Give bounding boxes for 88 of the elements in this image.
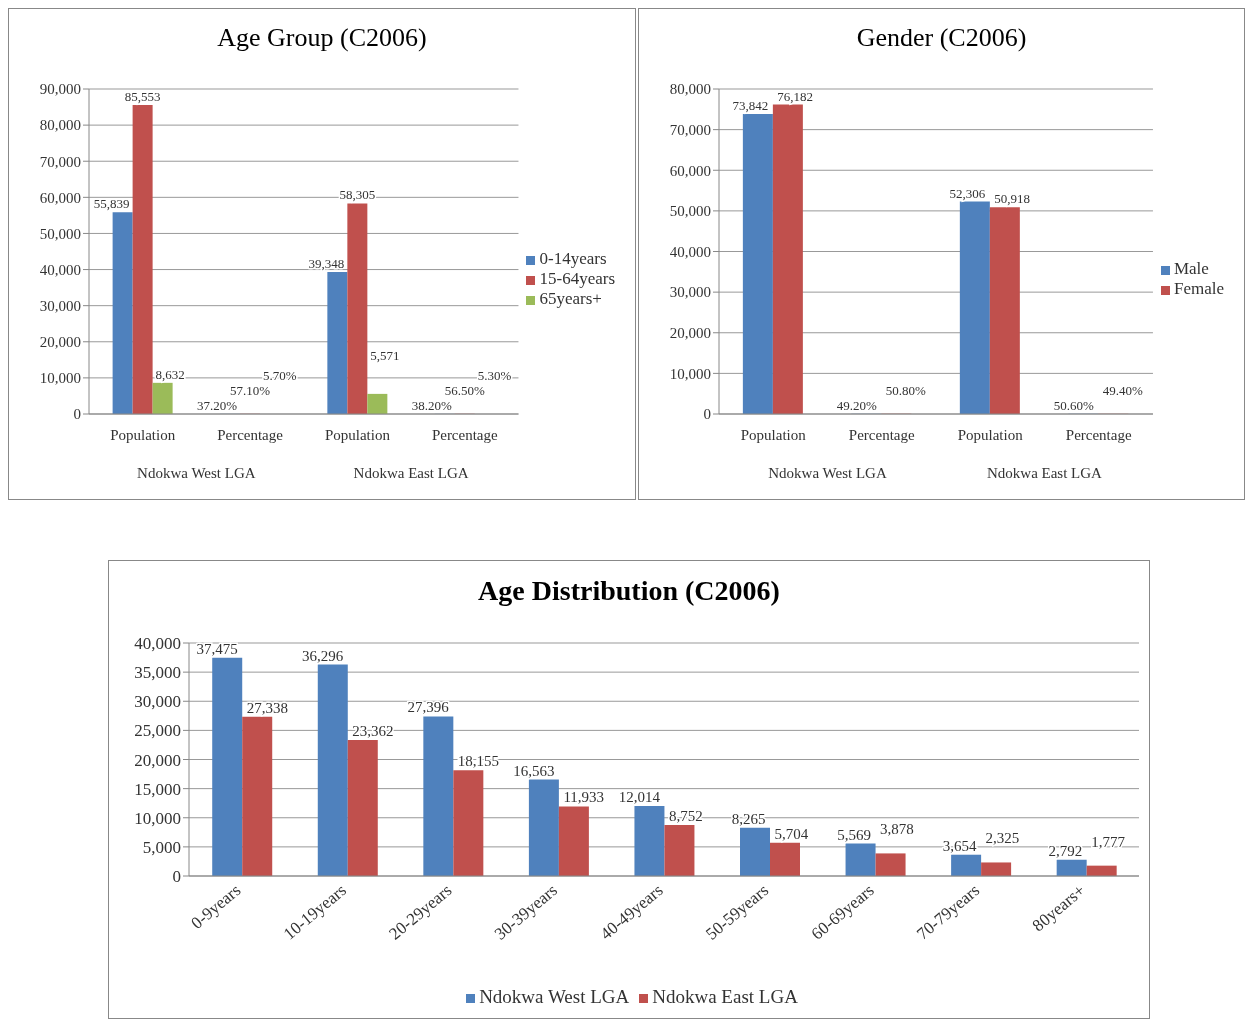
data-label: 57.10% (229, 382, 271, 398)
y-tick-label: 0 (73, 406, 81, 423)
data-label: 27,396 (407, 699, 450, 716)
text: Ndokwa East LGA (986, 465, 1103, 481)
y-tick-label: 30,000 (134, 692, 181, 712)
data-label: 56.50% (444, 382, 485, 398)
data-label: 5,571 (370, 347, 400, 363)
data-label: 49.40% (1102, 382, 1144, 398)
x-tick-label: Population (957, 427, 1024, 443)
data-label: 16,563 (513, 762, 555, 779)
y-tick-label: 40,000 (134, 634, 181, 654)
data-label: 8,632 (155, 366, 185, 382)
x-tick-label: Percentage (431, 427, 499, 443)
y-tick-label: 50,000 (39, 225, 81, 242)
legend-label: Female (1173, 279, 1224, 298)
y-tick-label: 60,000 (39, 189, 81, 206)
data-label: 55,839 (93, 196, 130, 212)
legend-label: Ndokwa West LGA (479, 986, 630, 1007)
data-label: 3,878 (880, 821, 914, 838)
y-tick-label: 15,000 (134, 779, 181, 799)
x-tick-label: Percentage (217, 427, 284, 443)
data-label: 12,014 (618, 789, 661, 806)
chart-title: Gender (C2006) (855, 22, 1028, 54)
y-tick-label: 70,000 (669, 121, 711, 138)
chart-title: Age Distribution (C2006) (477, 574, 781, 608)
data-label: 50.80% (885, 382, 927, 398)
y-tick-label: 20,000 (134, 750, 181, 770)
y-tick-label: 60,000 (669, 162, 711, 179)
y-tick-label: 40,000 (669, 243, 711, 260)
x-tick-label: Population (324, 427, 391, 443)
data-label: 85,553 (124, 89, 161, 105)
data-label: 39,348 (308, 255, 345, 271)
y-tick-label: 35,000 (134, 663, 181, 683)
data-label: 8,752 (668, 808, 703, 825)
y-tick-label: 70,000 (39, 153, 81, 170)
y-tick-label: 5,000 (142, 837, 181, 857)
y-tick-label: 30,000 (669, 284, 711, 301)
legend-label: Ndokwa East LGA (652, 986, 798, 1007)
y-tick-label: 90,000 (39, 81, 81, 98)
data-label: 18,155 (457, 753, 500, 770)
data-label: 3,654 (942, 837, 978, 854)
data-label: 23,362 (352, 722, 394, 739)
data-label: 36,296 (302, 647, 344, 664)
y-tick-label: 10,000 (39, 370, 81, 387)
data-label: 37.20% (196, 397, 238, 413)
x-tick-label: Population (110, 427, 176, 443)
data-label: 73,842 (732, 98, 769, 114)
y-tick-label: 50,000 (669, 203, 711, 220)
y-tick-label: 20,000 (669, 325, 711, 342)
text: Ndokwa East LGA (353, 465, 469, 481)
legend-label: 0-14years (539, 249, 607, 268)
data-label: 50.60% (1053, 397, 1094, 413)
data-label: 2,792 (1048, 842, 1083, 859)
y-tick-label: 80,000 (39, 117, 81, 134)
y-tick-label: 0 (703, 406, 711, 423)
data-label: 50,918 (994, 191, 1031, 207)
data-label: 5.70% (262, 367, 297, 383)
y-tick-label: 80,000 (669, 81, 711, 98)
x-tick-label: Percentage (1065, 427, 1132, 443)
data-label: 49.20% (836, 397, 878, 413)
data-label: 52,306 (949, 185, 986, 201)
data-label: 11,933 (563, 789, 605, 806)
data-label: 37,475 (196, 640, 238, 657)
y-tick-label: 40,000 (39, 261, 81, 278)
data-label: 5.30% (477, 367, 512, 383)
y-tick-label: 30,000 (39, 297, 81, 314)
y-tick-label: 25,000 (134, 721, 181, 741)
x-tick-label: Percentage (848, 427, 915, 443)
legend-label: 15-64years (539, 269, 615, 288)
legend-label: Male (1173, 259, 1209, 278)
text: Ndokwa West LGA (137, 465, 256, 481)
y-tick-label: 20,000 (39, 334, 81, 351)
data-label: 1,777 (1091, 833, 1126, 850)
chart-title: Age Group (C2006) (216, 22, 428, 54)
data-label: 5,569 (837, 826, 872, 843)
y-tick-label: 0 (172, 867, 181, 887)
x-tick-label: Population (740, 427, 807, 443)
data-label: 76,182 (777, 88, 814, 104)
data-label: 2,325 (985, 830, 1020, 847)
data-label: 58,305 (339, 187, 376, 203)
text: Ndokwa West LGA (768, 465, 887, 481)
data-label: 38.20% (411, 397, 452, 413)
legend-label: 65years+ (539, 289, 602, 308)
y-tick-label: 10,000 (669, 365, 711, 382)
data-label: 27,338 (246, 699, 288, 716)
data-label: 5,704 (774, 825, 809, 842)
y-tick-label: 10,000 (134, 808, 181, 828)
data-label: 8,265 (731, 810, 766, 827)
